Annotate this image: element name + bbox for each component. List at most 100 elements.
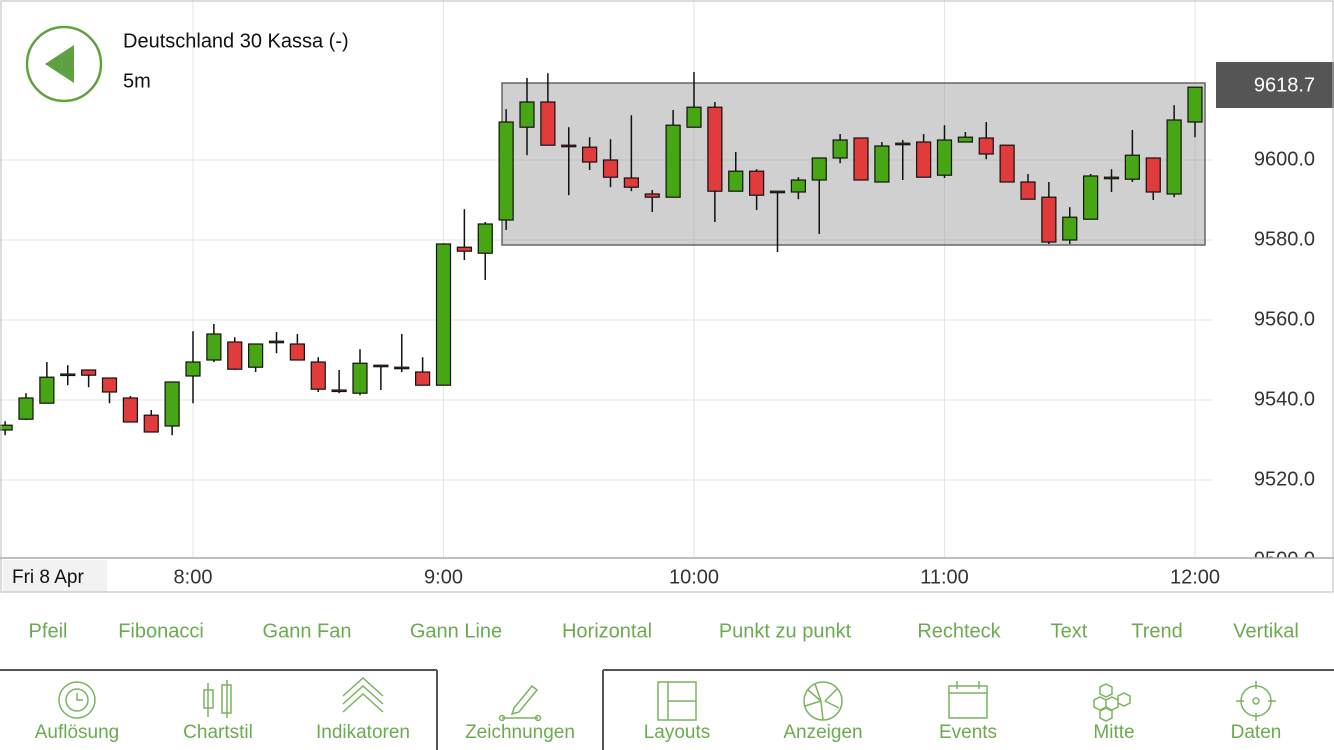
candle-body — [477, 223, 493, 254]
tab-label[interactable]: Layouts — [644, 722, 711, 743]
candle-body — [435, 243, 452, 386]
candle-body — [1166, 119, 1182, 195]
tool-button[interactable]: Rechteck — [917, 620, 1001, 642]
tool-button[interactable]: Trend — [1131, 620, 1183, 642]
candle-body — [227, 341, 243, 370]
candle-body — [498, 121, 514, 221]
tab-label[interactable]: Zeichnungen — [465, 722, 575, 743]
x-tick-label: 9:00 — [424, 566, 463, 588]
candle-body — [1020, 181, 1036, 200]
chart-border — [0, 0, 1334, 593]
candle-body — [122, 397, 138, 423]
candle-body — [1103, 176, 1120, 180]
tab-label[interactable]: Events — [939, 722, 997, 743]
tab-icon[interactable] — [498, 684, 542, 722]
candle-body — [373, 364, 389, 368]
candle-body — [811, 157, 827, 181]
candle-body — [164, 381, 180, 427]
tab-icon[interactable] — [342, 676, 384, 713]
tool-button[interactable]: Horizontal — [562, 620, 652, 642]
tab-label[interactable]: Auflösung — [35, 722, 120, 743]
tool-button[interactable]: Punkt zu punkt — [719, 620, 852, 642]
x-tick-label: 12:00 — [1170, 566, 1220, 588]
icon-shape[interactable] — [76, 693, 83, 701]
tab-label[interactable]: Chartstil — [183, 722, 253, 743]
date-label: Fri 8 Apr — [12, 567, 84, 588]
y-tick-label: 9540.0 — [1254, 388, 1315, 410]
chart-title: Deutschland 30 Kassa (-) — [123, 30, 349, 52]
candle-body — [101, 377, 118, 393]
candle-body — [644, 193, 660, 198]
tab-label[interactable]: Mitte — [1093, 722, 1134, 743]
candle-body — [874, 145, 890, 183]
icon-shape[interactable] — [1252, 697, 1260, 705]
date-box — [3, 560, 107, 592]
x-axis-strip — [1, 558, 1333, 592]
tool-button[interactable]: Fibonacci — [118, 620, 204, 642]
candle-body — [623, 177, 639, 188]
icon-shape[interactable] — [804, 683, 840, 721]
candle-body — [895, 142, 911, 146]
candle-body — [268, 340, 285, 344]
icon-shape[interactable] — [667, 682, 696, 720]
candle-body — [665, 124, 681, 198]
candle-body — [1145, 157, 1161, 193]
candle-body — [707, 106, 723, 192]
tool-button[interactable]: Gann Fan — [263, 620, 352, 642]
candle-body — [1041, 196, 1057, 243]
candle-body — [81, 369, 97, 376]
icon-shape[interactable] — [342, 676, 384, 713]
icon-shape[interactable] — [1093, 683, 1131, 722]
tab-icon[interactable] — [657, 681, 697, 721]
candle-body — [999, 144, 1015, 183]
candle-body — [978, 137, 994, 155]
tool-button[interactable]: Gann Line — [410, 620, 502, 642]
plot-area: 9500.09520.09540.09560.09580.09600.09618… — [0, 0, 1334, 592]
y-tick-label: 9600.0 — [1254, 148, 1315, 170]
tool-button[interactable]: Pfeil — [29, 620, 68, 642]
tool-button[interactable]: Vertikal — [1233, 620, 1299, 642]
last-price: 9618.7 — [1254, 74, 1315, 96]
candle-body — [1187, 86, 1203, 123]
back-button[interactable] — [25, 25, 103, 103]
tool-button[interactable]: Text — [1051, 620, 1088, 642]
candle-body — [916, 141, 932, 178]
candle-body — [456, 246, 472, 252]
tab-icon[interactable] — [1093, 683, 1131, 722]
icon-shape[interactable] — [498, 714, 506, 722]
tab-icon[interactable] — [58, 681, 96, 719]
candle-body — [582, 146, 598, 163]
candle-body — [749, 170, 765, 196]
candle-body — [832, 139, 848, 159]
tab-label[interactable]: Indikatoren — [316, 722, 410, 743]
icon-shape[interactable] — [207, 680, 228, 718]
tab-icon[interactable] — [948, 681, 988, 719]
x-tick-label: 8:00 — [174, 566, 213, 588]
tab-icon[interactable] — [803, 681, 843, 721]
tab-label[interactable]: Daten — [1231, 722, 1282, 743]
icon-shape[interactable] — [948, 685, 988, 719]
icon-shape[interactable] — [58, 681, 96, 719]
tab-icon[interactable] — [203, 680, 232, 718]
candle-body — [602, 159, 619, 178]
tab-label[interactable]: Anzeigen — [783, 722, 862, 743]
candle-body — [561, 144, 577, 148]
icon-shape[interactable] — [1236, 681, 1276, 721]
icon-shape[interactable] — [534, 714, 542, 722]
candle-body — [936, 139, 953, 176]
back-arrow[interactable] — [45, 45, 74, 83]
candle-body — [519, 101, 535, 128]
tab-icon[interactable] — [1236, 681, 1276, 721]
icon-shape[interactable] — [65, 688, 89, 712]
candle-body — [1062, 216, 1078, 241]
candle-body — [289, 343, 305, 361]
candle-body — [60, 373, 76, 377]
candle-body — [352, 362, 368, 394]
candle-body — [1124, 154, 1140, 180]
icon-shape[interactable] — [510, 684, 539, 716]
icon-shape[interactable] — [949, 681, 987, 694]
interval: 5m — [123, 70, 151, 92]
candle-body — [686, 106, 702, 128]
candle-body — [18, 397, 34, 420]
